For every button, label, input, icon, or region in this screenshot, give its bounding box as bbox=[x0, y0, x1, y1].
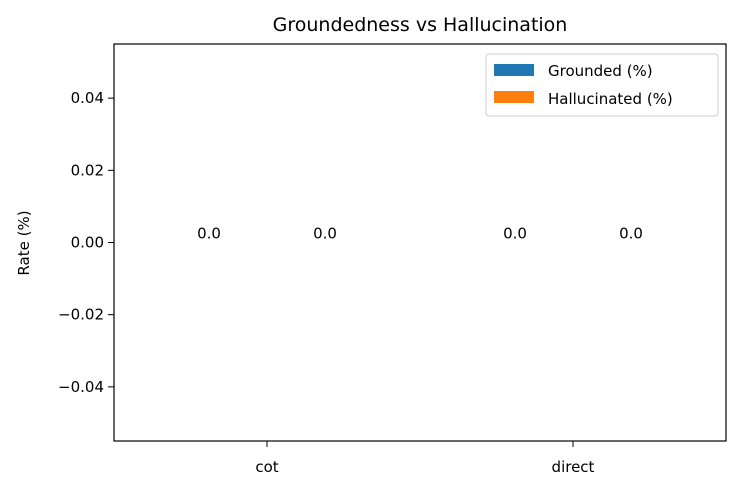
bar-value-label: 0.0 bbox=[503, 225, 527, 243]
y-tick-label: 0.02 bbox=[71, 161, 104, 179]
chart-title: Groundedness vs Hallucination bbox=[273, 14, 568, 36]
legend-label-grounded: Grounded (%) bbox=[548, 62, 653, 80]
bar-value-label: 0.0 bbox=[619, 225, 643, 243]
legend: Grounded (%) Hallucinated (%) bbox=[485, 53, 719, 117]
bar-value-label: 0.0 bbox=[197, 225, 221, 243]
data-labels: 0.0 0.0 0.0 0.0 bbox=[197, 225, 643, 243]
legend-swatch-hallucinated bbox=[494, 91, 534, 103]
y-axis-label: Rate (%) bbox=[15, 210, 33, 275]
y-tick-label: −0.02 bbox=[58, 306, 104, 324]
y-tick-label: 0.04 bbox=[71, 89, 104, 107]
x-axis: cot direct bbox=[255, 441, 595, 476]
legend-swatch-grounded bbox=[494, 64, 534, 76]
legend-box bbox=[485, 53, 719, 117]
bar-value-label: 0.0 bbox=[313, 225, 337, 243]
y-axis: 0.04 0.02 0.00 −0.02 −0.04 bbox=[58, 89, 114, 396]
x-tick-label: direct bbox=[552, 458, 595, 476]
y-tick-label: −0.04 bbox=[58, 378, 104, 396]
y-tick-label: 0.00 bbox=[71, 234, 104, 252]
legend-label-hallucinated: Hallucinated (%) bbox=[548, 90, 673, 108]
x-tick-label: cot bbox=[255, 458, 278, 476]
